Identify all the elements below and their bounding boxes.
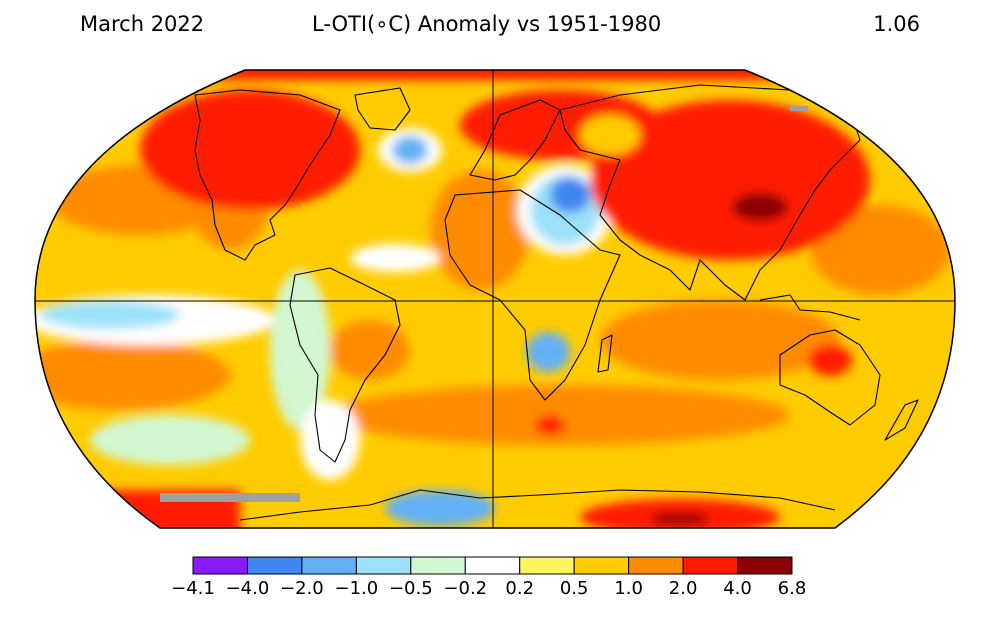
- south-pacific-warm: [35, 340, 230, 410]
- colorbar-tick-label: −2.0: [280, 578, 324, 599]
- south-atlantic-hot: [535, 415, 565, 435]
- globe-outline: [34, 69, 956, 529]
- colorbar-tick-label: −1.0: [335, 578, 379, 599]
- colorbar-tick-label: −0.2: [443, 578, 487, 599]
- colorbar-tick-label: 1.0: [614, 578, 643, 599]
- central-asia-extreme: [732, 193, 788, 221]
- patagonia-neutral: [300, 400, 360, 480]
- colorbar-tick-label: 0.5: [560, 578, 589, 599]
- tropical-atlantic-neutral: [350, 244, 440, 272]
- antarctic-cool: [385, 490, 495, 526]
- colorbar-swatch: [519, 556, 575, 575]
- colorbar-tick-label: 6.8: [778, 578, 807, 599]
- siberia-east-asia-hot: [590, 100, 870, 260]
- colorbar-swatch: [737, 556, 793, 575]
- colorbar-tick-label: −4.1: [171, 578, 215, 599]
- map-date: March 2022: [80, 12, 205, 36]
- colorbar-tick-label: −0.5: [389, 578, 433, 599]
- australia-outline: [779, 329, 881, 426]
- missing-data-area: [160, 493, 300, 502]
- colorbar-swatch: [464, 556, 521, 575]
- colorbar-tick-label: 4.0: [723, 578, 752, 599]
- madagascar-outline: [597, 334, 613, 373]
- africa-outline: [444, 189, 621, 401]
- new-zealand-outline: [884, 399, 919, 441]
- missing-data-area: [790, 106, 808, 111]
- global-mean-anomaly: 1.06: [873, 12, 920, 36]
- high-arctic-hot: [35, 70, 955, 80]
- north-atlantic-cool: [392, 136, 428, 164]
- indonesia-outline: [759, 294, 861, 321]
- colorbar-swatch: [355, 556, 412, 575]
- north-africa-warm: [430, 170, 530, 290]
- north-america-hot: [140, 90, 360, 210]
- turkey-cold-core: [550, 177, 590, 213]
- antarctica-outline: [239, 489, 836, 521]
- south-america-outline: [289, 267, 401, 463]
- russia-west-milder: [580, 115, 640, 155]
- colorbar-swatch: [246, 556, 303, 575]
- south-africa-cool: [526, 332, 570, 372]
- colorbar-swatch: [410, 556, 466, 575]
- west-pacific-warm: [810, 205, 950, 295]
- map-title: L-OTI(∘C) Anomaly vs 1951-1980: [312, 12, 662, 36]
- south-america-east-warm: [330, 320, 410, 380]
- colorbar-tick-label: −4.0: [226, 578, 270, 599]
- colorbar-tick-label: 2.0: [669, 578, 698, 599]
- southern-atlantic-indian-warm: [330, 385, 790, 445]
- colorbar-swatch: [682, 556, 739, 575]
- colorbar-swatch: [301, 556, 357, 575]
- colorbar-tick-label: 0.2: [505, 578, 534, 599]
- colorbar-swatch: [192, 556, 248, 575]
- australia-hot: [808, 344, 852, 376]
- south-pacific-cool: [90, 415, 250, 465]
- colorbar-swatch: [573, 556, 630, 575]
- antarctic-extreme: [650, 513, 710, 525]
- north-america-outline: [194, 89, 341, 261]
- greenland-outline: [354, 87, 411, 131]
- colorbar-swatch: [628, 556, 684, 575]
- south-america-west-cool: [270, 270, 330, 430]
- east-pacific-cool: [40, 301, 180, 329]
